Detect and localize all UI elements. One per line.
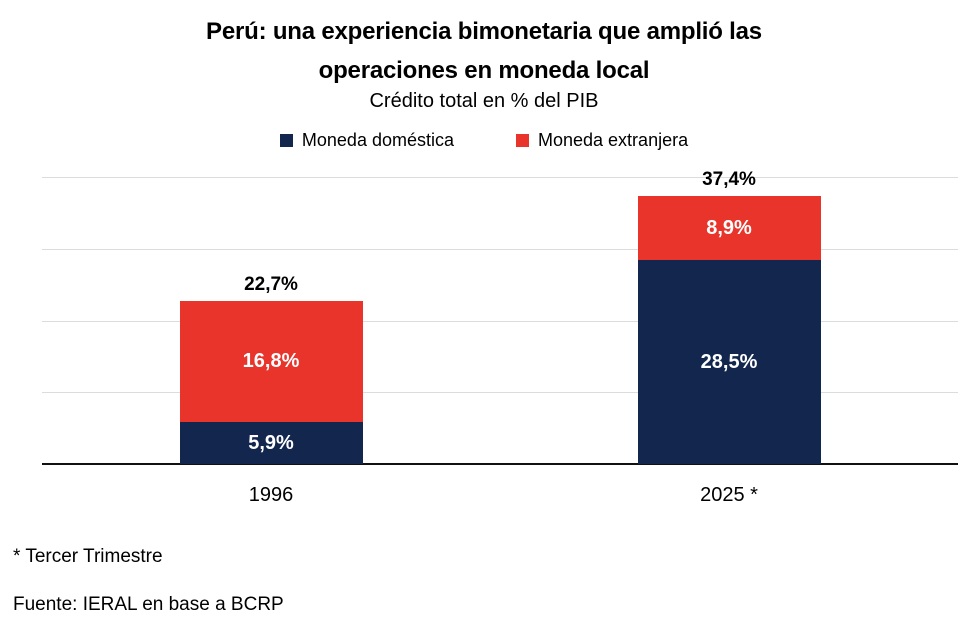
legend-label-domestic: Moneda doméstica: [301, 130, 454, 150]
bar-2025-stack: 8,9% 28,5%: [637, 196, 821, 464]
x-axis-labels: 1996 2025 *: [42, 484, 958, 510]
gridline-30: [42, 248, 958, 250]
x-axis-label-1996: 1996: [248, 484, 294, 506]
bar-2025-foreign-label: 8,9%: [706, 216, 752, 239]
chart-title-line1: Perú: una experiencia bimonetaria que am…: [206, 18, 762, 45]
legend: Moneda doméstica Moneda extranjera: [0, 130, 968, 151]
bar-1996-segment-domestic: 5,9%: [179, 422, 363, 464]
bar-2025-segment-domestic: 28,5%: [637, 260, 821, 464]
bar-1996-stack: 16,8% 5,9%: [179, 301, 363, 464]
x-axis-line: [42, 463, 958, 465]
gridline-40: [42, 177, 958, 178]
bar-2025-domestic-label: 28,5%: [700, 350, 758, 373]
legend-item-moneda-extranjera: Moneda extranjera: [516, 130, 688, 151]
chart-title: Perú: una experiencia bimonetaria que am…: [0, 12, 968, 90]
gridline-10: [42, 392, 958, 394]
plot-area: 22,7% 16,8% 5,9% 37,4% 8,9% 28,5%: [42, 169, 958, 465]
legend-swatch-domestic-icon: [279, 134, 293, 147]
gridline-20: [42, 320, 958, 322]
footnote-asterisk: * Tercer Trimestre: [13, 546, 163, 567]
bar-2025: 37,4% 8,9% 28,5%: [637, 169, 821, 464]
legend-label-foreign: Moneda extranjera: [538, 130, 689, 150]
legend-item-moneda-domestica: Moneda doméstica: [279, 130, 454, 151]
chart-subtitle: Crédito total en % del PIB: [369, 90, 599, 112]
legend-swatch-foreign-icon: [516, 134, 529, 147]
bar-1996-total-label: 22,7%: [244, 274, 298, 295]
x-axis-label-2025: 2025 *: [700, 484, 758, 506]
bar-1996: 22,7% 16,8% 5,9%: [179, 177, 363, 464]
bar-1996-foreign-label: 16,8%: [242, 350, 300, 372]
chart-title-line2: operaciones en moneda local: [318, 57, 650, 84]
bar-2025-segment-foreign: 8,9%: [637, 196, 821, 260]
bar-2025-total-label: 37,4%: [702, 169, 756, 190]
footnote-source: Fuente: IERAL en base a BCRP: [13, 594, 284, 615]
bar-1996-domestic-label: 5,9%: [248, 431, 294, 454]
bar-1996-segment-foreign: 16,8%: [179, 301, 363, 422]
